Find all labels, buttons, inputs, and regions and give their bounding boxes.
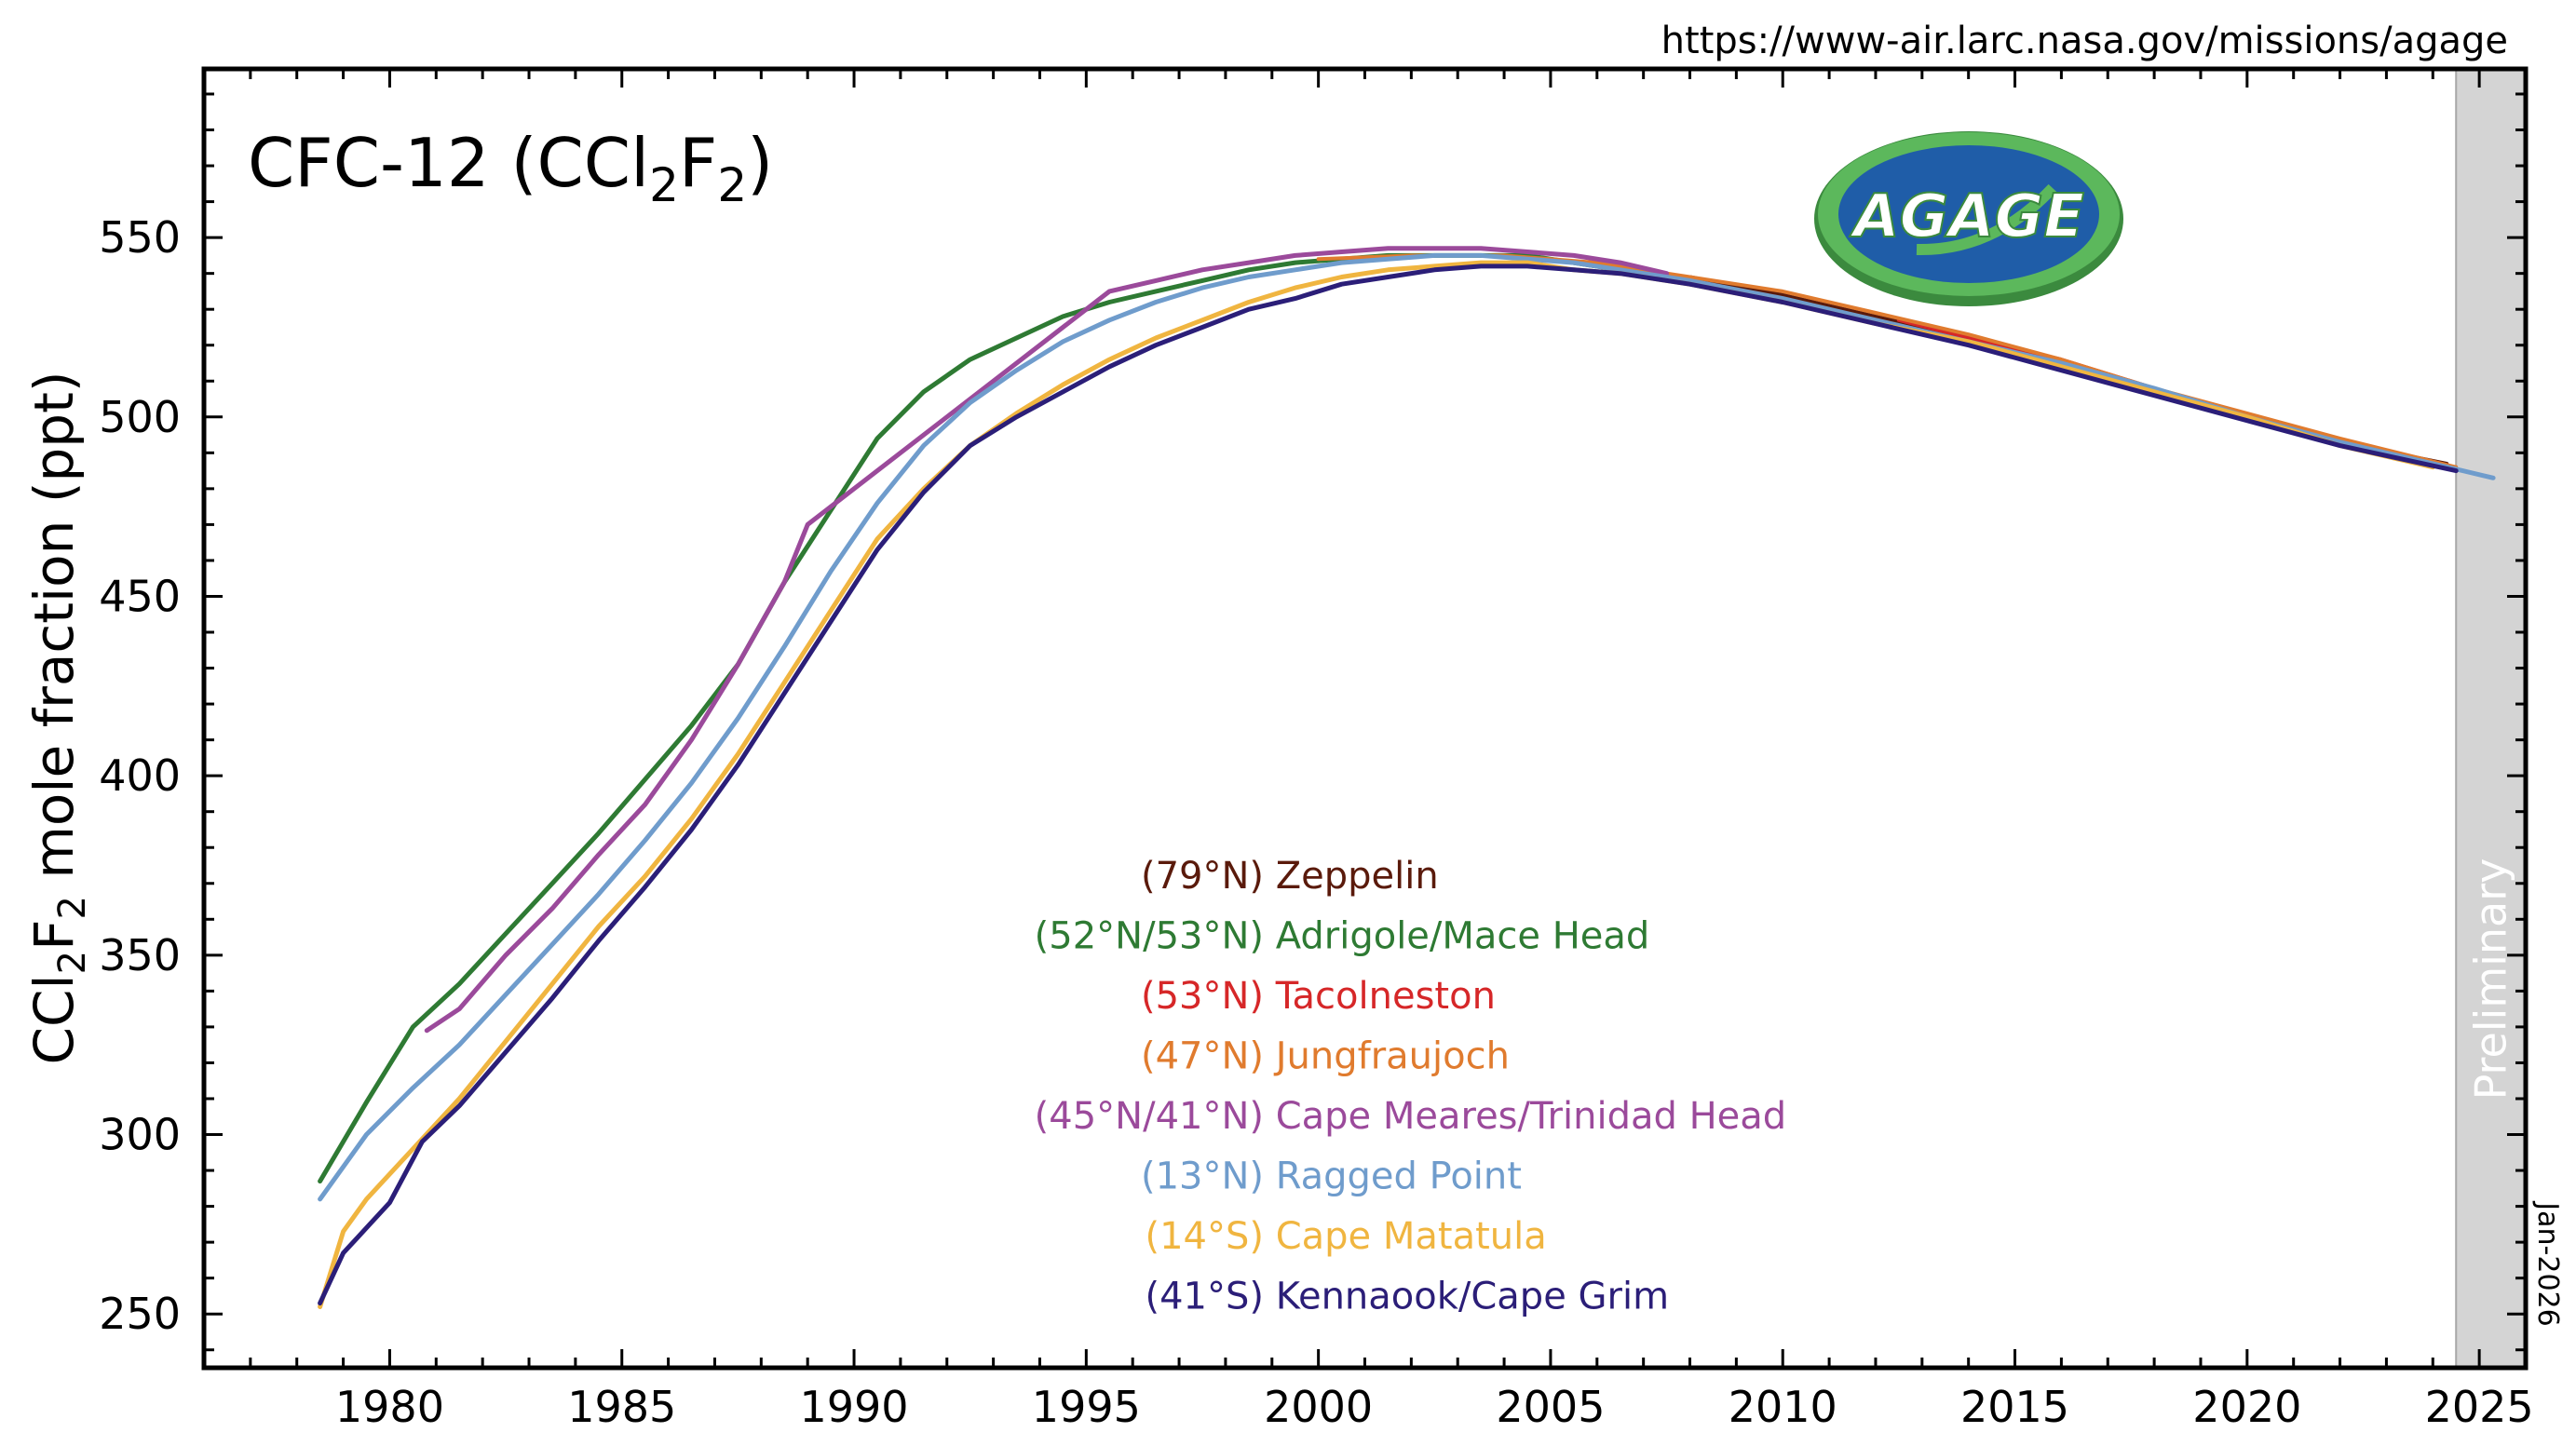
y-tick-label: 450	[99, 571, 181, 621]
svg-text:AGAGE: AGAGE	[1849, 182, 2084, 251]
source-url: https://www-air.larc.nasa.gov/missions/a…	[1661, 20, 2508, 62]
chart-title: CFC-12 (CCl2F2)	[248, 124, 773, 212]
legend-lat: (47°N)	[1141, 1035, 1264, 1078]
tick-layer: 1980 1985 1990 1995 2000 2005 2010 2015 2020 2025…	[99, 69, 2534, 1432]
legend-lat: (45°N/41°N)	[1035, 1095, 1264, 1138]
y-tick-label: 550	[99, 212, 181, 263]
legend-site: Cape Matatula	[1264, 1215, 1547, 1258]
legend-site: Kennaook/Cape Grim	[1264, 1276, 1669, 1318]
y-tick-label: 500	[99, 392, 181, 442]
legend: (79°N) Zeppelin(52°N/53°N) Adrigole/Mace…	[1035, 855, 1787, 1318]
y-tick-label: 400	[99, 750, 181, 801]
x-tick-label: 2000	[1264, 1382, 1373, 1432]
y-tick-label: 300	[99, 1110, 181, 1160]
series-line-7	[318, 264, 2459, 1306]
legend-lat: (79°N)	[1141, 855, 1264, 898]
date-stamp: Jan-2026	[2531, 1200, 2564, 1326]
legend-lat: (53°N)	[1141, 975, 1264, 1018]
preliminary-shading	[2455, 68, 2527, 1369]
legend-site: Tacolneston	[1264, 975, 1496, 1018]
series-line-6	[318, 260, 2435, 1309]
y-axis-label: CCl2F2 mole fraction (ppt)	[22, 372, 94, 1065]
legend-lat: (52°N/53°N)	[1035, 915, 1264, 958]
preliminary-label: Preliminary	[2466, 858, 2516, 1101]
series-line-4	[424, 246, 1670, 1034]
x-tick-label: 2015	[1960, 1382, 2069, 1432]
legend-lat: (13°N)	[1141, 1155, 1264, 1198]
series-layer	[318, 246, 2496, 1309]
legend-site: Jungfraujoch	[1264, 1035, 1510, 1078]
legend-site: Ragged Point	[1264, 1155, 1522, 1198]
x-tick-label: 2025	[2425, 1382, 2534, 1432]
x-tick-label: 2020	[2192, 1382, 2301, 1432]
agage-logo: AGAGE	[1814, 131, 2123, 306]
legend-lat: (41°S)	[1146, 1276, 1265, 1318]
legend-site: Zeppelin	[1264, 855, 1439, 898]
x-tick-label: 1990	[800, 1382, 909, 1432]
x-tick-label: 2010	[1729, 1382, 1837, 1432]
x-tick-label: 1980	[335, 1382, 444, 1432]
y-tick-label: 250	[99, 1289, 181, 1339]
x-tick-label: 2005	[1496, 1382, 1605, 1432]
y-tick-label: 350	[99, 930, 181, 980]
legend-site: Cape Meares/Trinidad Head	[1264, 1095, 1786, 1138]
x-tick-label: 1995	[1032, 1382, 1141, 1432]
legend-site: Adrigole/Mace Head	[1264, 915, 1649, 958]
legend-lat: (14°S)	[1146, 1215, 1265, 1258]
x-tick-label: 1985	[567, 1382, 676, 1432]
